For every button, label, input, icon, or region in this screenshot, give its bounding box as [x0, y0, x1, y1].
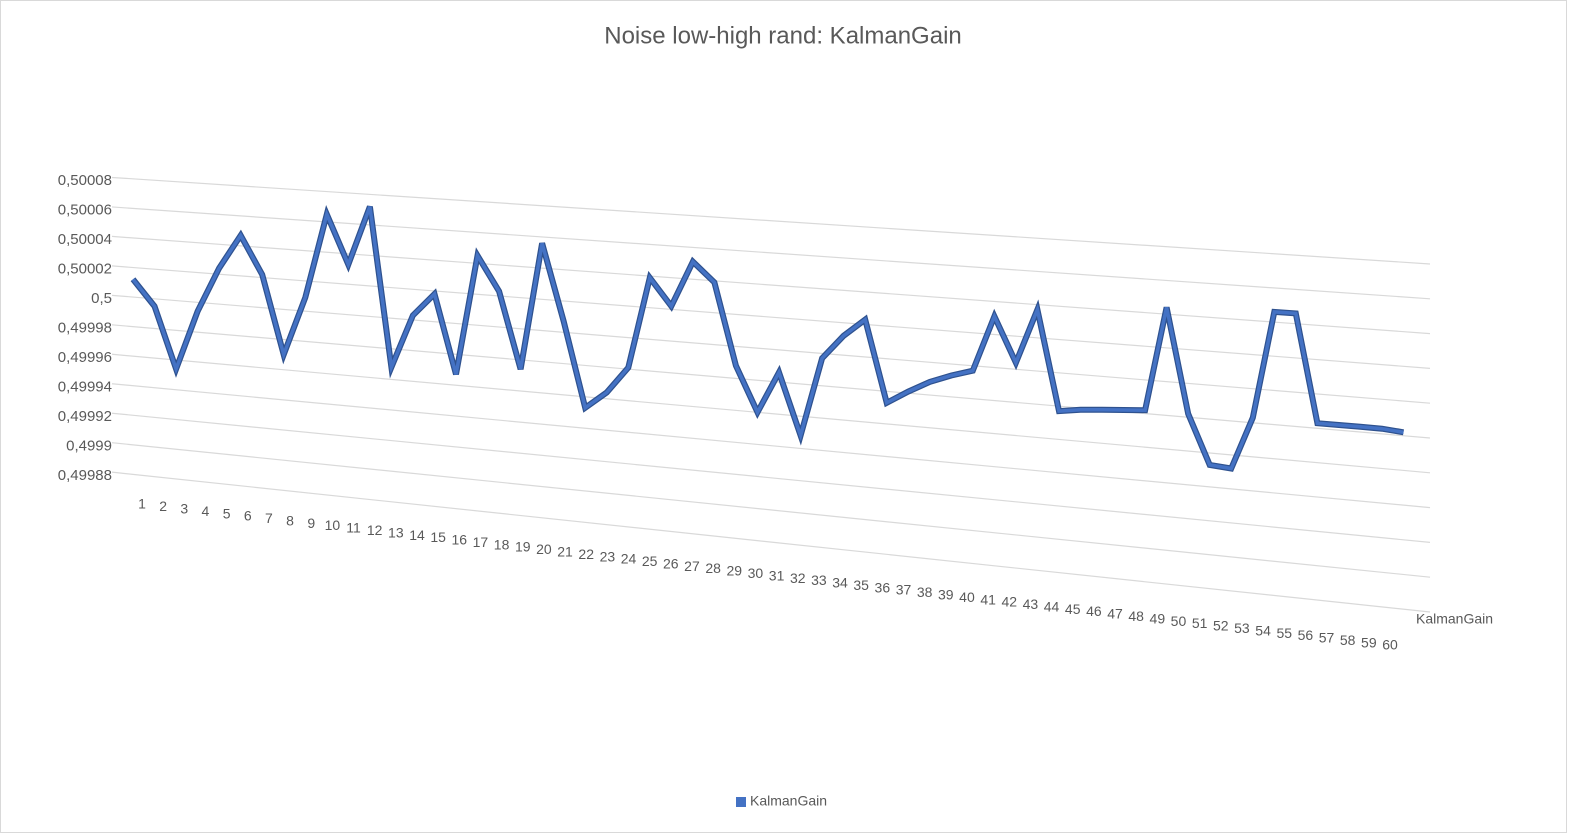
x-tick-label: 26: [663, 555, 679, 571]
x-tick-label: 35: [853, 577, 869, 593]
x-tick-label: 10: [325, 517, 341, 533]
y-tick-label: 0,49992: [58, 408, 112, 425]
x-tick-label: 22: [578, 546, 594, 562]
y-tick-label: 0,5: [91, 290, 112, 307]
x-tick-label: 33: [811, 572, 827, 588]
grid-line: [111, 442, 1431, 578]
legend-swatch: [736, 797, 746, 807]
x-tick-label: 52: [1213, 618, 1229, 634]
x-tick-label: 16: [451, 532, 467, 548]
grid-line: [111, 383, 1431, 509]
x-tick-label: 50: [1171, 613, 1187, 629]
x-tick-label: 51: [1192, 615, 1208, 631]
y-tick-label: 0,50008: [58, 172, 112, 189]
x-tick-label: 7: [265, 510, 273, 526]
x-tick-label: 18: [494, 536, 510, 552]
x-tick-label: 1: [138, 496, 146, 512]
x-tick-label: 14: [409, 527, 425, 543]
x-tick-label: 34: [832, 575, 848, 591]
x-tick-label: 24: [621, 551, 637, 567]
grid-line: [111, 412, 1431, 543]
x-tick-label: 53: [1234, 620, 1250, 636]
grid-line: [111, 353, 1431, 474]
legend-label: KalmanGain: [750, 793, 827, 809]
grid-line: [111, 294, 1431, 404]
x-tick-label: 13: [388, 524, 404, 540]
x-tick-label: 17: [473, 534, 489, 550]
y-tick-label: 0,49998: [58, 319, 112, 336]
x-tick-label: 4: [202, 503, 210, 519]
y-tick-label: 0,49996: [58, 349, 112, 366]
x-tick-label: 32: [790, 570, 806, 586]
x-tick-label: 19: [515, 539, 531, 555]
x-tick-label: 5: [223, 505, 231, 521]
x-tick-label: 46: [1086, 603, 1102, 619]
x-tick-label: 8: [286, 512, 294, 528]
x-tick-label: 15: [430, 529, 446, 545]
y-tick-label: 0,50002: [58, 260, 112, 277]
depth-axis-label: KalmanGain: [1416, 611, 1493, 627]
x-tick-label: 40: [959, 589, 975, 605]
x-tick-label: 12: [367, 522, 383, 538]
y-tick-label: 0,4999: [66, 437, 112, 454]
x-tick-label: 39: [938, 587, 954, 603]
grid-line: [111, 176, 1431, 265]
x-tick-label: 25: [642, 553, 658, 569]
x-tick-label: 48: [1128, 608, 1144, 624]
x-tick-label: 6: [244, 508, 252, 524]
x-tick-label: 60: [1382, 637, 1398, 653]
x-tick-label: 59: [1361, 634, 1377, 650]
x-tick-label: 20: [536, 541, 552, 557]
grid-line: [111, 471, 1431, 613]
x-tick-label: 38: [917, 584, 933, 600]
x-tick-label: 2: [159, 498, 167, 514]
y-tick-label: 0,50004: [58, 231, 112, 248]
grid-line: [111, 265, 1431, 369]
y-tick-label: 0,49994: [58, 378, 112, 395]
x-tick-label: 42: [1001, 594, 1017, 610]
series-line: [131, 205, 1404, 471]
x-tick-label: 23: [600, 548, 616, 564]
x-tick-label: 9: [307, 515, 315, 531]
x-tick-label: 49: [1150, 610, 1166, 626]
x-tick-label: 27: [684, 558, 700, 574]
x-tick-label: 36: [875, 579, 891, 595]
x-tick-label: 28: [705, 560, 721, 576]
x-tick-label: 57: [1319, 630, 1335, 646]
x-tick-label: 56: [1298, 627, 1314, 643]
x-tick-label: 43: [1023, 596, 1039, 612]
x-tick-label: 54: [1255, 622, 1271, 638]
chart-title: Noise low-high rand: KalmanGain: [604, 22, 962, 49]
x-tick-label: 41: [980, 591, 996, 607]
grid-line: [111, 235, 1431, 335]
x-tick-label: 30: [748, 565, 764, 581]
x-tick-label: 11: [346, 520, 361, 536]
x-tick-label: 58: [1340, 632, 1356, 648]
x-tick-label: 29: [726, 563, 742, 579]
x-tick-label: 47: [1107, 606, 1123, 622]
x-tick-label: 31: [769, 567, 785, 583]
y-tick-label: 0,49988: [58, 467, 112, 484]
y-tick-label: 0,50006: [58, 201, 112, 218]
x-tick-label: 37: [896, 582, 912, 598]
x-tick-label: 21: [557, 543, 573, 559]
x-tick-label: 55: [1276, 625, 1292, 641]
x-tick-label: 45: [1065, 601, 1081, 617]
x-tick-label: 44: [1044, 598, 1060, 614]
x-tick-label: 3: [180, 500, 188, 516]
